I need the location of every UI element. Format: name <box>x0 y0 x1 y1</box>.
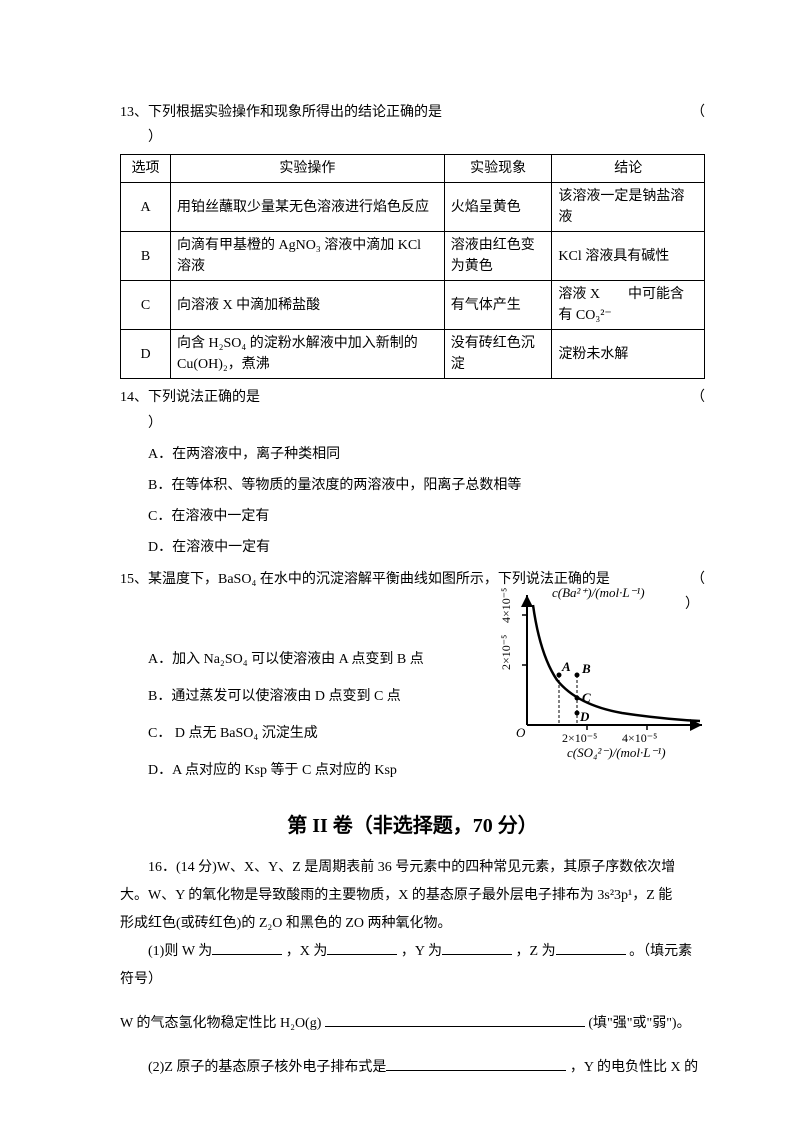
x-tick-2: 4×10⁻⁵ <box>622 731 657 745</box>
cell-conclusion: 溶液 X 中可能含有 CO₃²⁻ <box>552 281 705 330</box>
option-b: B．在等体积、等物质的量浓度的两溶液中，阳离子总数相等 <box>148 473 705 498</box>
p1-text-c: ，Y 为 <box>401 944 442 959</box>
q14-open-bracket: （ <box>691 385 705 410</box>
th-option: 选项 <box>121 155 171 183</box>
option-a: A．在两溶液中，离子种类相同 <box>148 442 705 467</box>
cell-phenomenon: 溶液由红色变为黄色 <box>444 232 552 281</box>
cell-conclusion: KCl 溶液具有碱性 <box>552 232 705 281</box>
q15-options: A．加入 Na₂SO₄ 可以使溶液由 A 点变到 B 点 B．通过蒸发可以使溶液… <box>148 647 428 784</box>
p1-text-a: (1)则 W 为 <box>148 944 212 959</box>
p2-text-b: ，Y 的电负性比 X 的 <box>570 1060 698 1075</box>
q16-intro-line1: 16．(14 分)W、X、Y、Z 是周期表前 36 号元素中的四种常见元素，其原… <box>120 854 705 882</box>
question-16: 16．(14 分)W、X、Y、Z 是周期表前 36 号元素中的四种常见元素，其原… <box>120 854 705 1082</box>
blank-z[interactable] <box>556 941 626 955</box>
q14-stem: 14、下列说法正确的是 <box>120 390 260 405</box>
section-2-title: 第 II 卷（非选择题，70 分） <box>120 808 705 844</box>
q13-stem: 13、下列根据实验操作和现象所得出的结论正确的是 <box>120 105 442 120</box>
q16-intro-line2: 大。W、Y 的氧化物是导致酸雨的主要物质，X 的基态原子最外层电子排布为 3s²… <box>120 882 705 910</box>
q14-options: A．在两溶液中，离子种类相同 B．在等体积、等物质的量浓度的两溶液中，阳离子总数… <box>148 442 705 561</box>
y-axis-label: c(Ba²⁺)/(mol·L⁻¹) <box>552 585 645 600</box>
point-c-label: C <box>582 690 591 705</box>
table-row: A 用铂丝蘸取少量某无色溶液进行焰色反应 火焰呈黄色 该溶液一定是钠盐溶液 <box>121 183 705 232</box>
option-b: B．通过蒸发可以使溶液由 D 点变到 C 点 <box>148 684 428 709</box>
q16-part2: (2)Z 原子的基态原子核外电子排布式是 ，Y 的电负性比 X 的 <box>120 1054 705 1082</box>
option-a: A．加入 Na₂SO₄ 可以使溶液由 A 点变到 B 点 <box>148 647 428 672</box>
cell-operation: 用铂丝蘸取少量某无色溶液进行焰色反应 <box>171 183 445 232</box>
q13-open-bracket: （ <box>691 100 705 125</box>
q14-stem-line: 14、下列说法正确的是 （ <box>120 385 705 410</box>
x-tick-1: 2×10⁻⁵ <box>562 731 597 745</box>
cell-phenomenon: 没有砖红色沉淀 <box>444 330 552 379</box>
question-14: 14、下列说法正确的是 （ ） A．在两溶液中，离子种类相同 B．在等体积、等物… <box>120 385 705 560</box>
q13-stem-line: 13、下列根据实验操作和现象所得出的结论正确的是 （ <box>120 100 705 125</box>
th-conclusion: 结论 <box>552 155 705 183</box>
point-a-label: A <box>561 659 571 674</box>
q16-part1: (1)则 W 为 ，X 为 ，Y 为 ，Z 为 。（填元素符号） <box>120 938 705 994</box>
p2-text-a: (2)Z 原子的基态原子核外电子排布式是 <box>148 1060 386 1075</box>
cell-conclusion: 淀粉未水解 <box>552 330 705 379</box>
x-axis-label: c(SO₄²⁻)/(mol·L⁻¹) <box>567 745 666 760</box>
option-d: D．A 点对应的 Ksp 等于 C 点对应的 Ksp <box>148 758 428 783</box>
y-tick-1: 2×10⁻⁵ <box>499 634 513 669</box>
q15-chart: A B C D O 2×10⁻⁵ 4×10⁻⁵ 2×10⁻⁵ 4×10⁻⁵ c(… <box>492 585 717 769</box>
origin-label: O <box>516 725 526 740</box>
table-row: C 向溶液 X 中滴加稀盐酸 有气体产生 溶液 X 中可能含有 CO₃²⁻ <box>121 281 705 330</box>
q13-table: 选项 实验操作 实验现象 结论 A 用铂丝蘸取少量某无色溶液进行焰色反应 火焰呈… <box>120 154 705 379</box>
y-tick-2: 4×10⁻⁵ <box>499 587 513 622</box>
p1-text-d: ，Z 为 <box>516 944 556 959</box>
question-15: 15、某温度下，BaSO₄ 在水中的沉淀溶解平衡曲线如图所示，下列说法正确的是 … <box>120 567 705 784</box>
blank-econfig[interactable] <box>386 1057 566 1071</box>
q16-intro-line3: 形成红色(或砖红色)的 Z₂O 和黑色的 ZO 两种氧化物。 <box>120 910 705 938</box>
cell-option: A <box>121 183 171 232</box>
cell-option: B <box>121 232 171 281</box>
table-row: D 向含 H₂SO₄ 的淀粉水解液中加入新制的 Cu(OH)₂，煮沸 没有砖红色… <box>121 330 705 379</box>
cell-conclusion: 该溶液一定是钠盐溶液 <box>552 183 705 232</box>
point-d-label: D <box>579 709 590 724</box>
blank-wh[interactable] <box>325 1013 585 1027</box>
table-row: B 向滴有甲基橙的 AgNO₃ 溶液中滴加 KCl 溶液 溶液由红色变为黄色 K… <box>121 232 705 281</box>
cell-operation: 向滴有甲基橙的 AgNO₃ 溶液中滴加 KCl 溶液 <box>171 232 445 281</box>
p1-text-b: ，X 为 <box>286 944 328 959</box>
table-header-row: 选项 实验操作 实验现象 结论 <box>121 155 705 183</box>
cell-operation: 向溶液 X 中滴加稀盐酸 <box>171 281 445 330</box>
cell-phenomenon: 有气体产生 <box>444 281 552 330</box>
q13-close-bracket: ） <box>148 125 162 150</box>
blank-y[interactable] <box>442 941 512 955</box>
q14-close-bracket: ） <box>148 411 162 436</box>
question-13: 13、下列根据实验操作和现象所得出的结论正确的是 （ ） 选项 实验操作 实验现… <box>120 100 705 379</box>
point-b-label: B <box>581 661 591 676</box>
cell-option: D <box>121 330 171 379</box>
blank-w[interactable] <box>212 941 282 955</box>
wh-text: W 的气态氢化物稳定性比 H₂O(g) <box>120 1016 321 1031</box>
cell-phenomenon: 火焰呈黄色 <box>444 183 552 232</box>
option-c: C．在溶液中一定有 <box>148 504 705 529</box>
cell-operation: 向含 H₂SO₄ 的淀粉水解液中加入新制的 Cu(OH)₂，煮沸 <box>171 330 445 379</box>
option-d: D．在溶液中一定有 <box>148 535 705 560</box>
option-c: C． D 点无 BaSO₄ 沉淀生成 <box>148 721 428 746</box>
cell-option: C <box>121 281 171 330</box>
th-operation: 实验操作 <box>171 155 445 183</box>
blank-x[interactable] <box>327 941 397 955</box>
th-phenomenon: 实验现象 <box>444 155 552 183</box>
wh-tail: (填"强"或"弱")。 <box>588 1016 690 1031</box>
q16-wh: W 的气态氢化物稳定性比 H₂O(g) (填"强"或"弱")。 <box>120 1010 705 1038</box>
